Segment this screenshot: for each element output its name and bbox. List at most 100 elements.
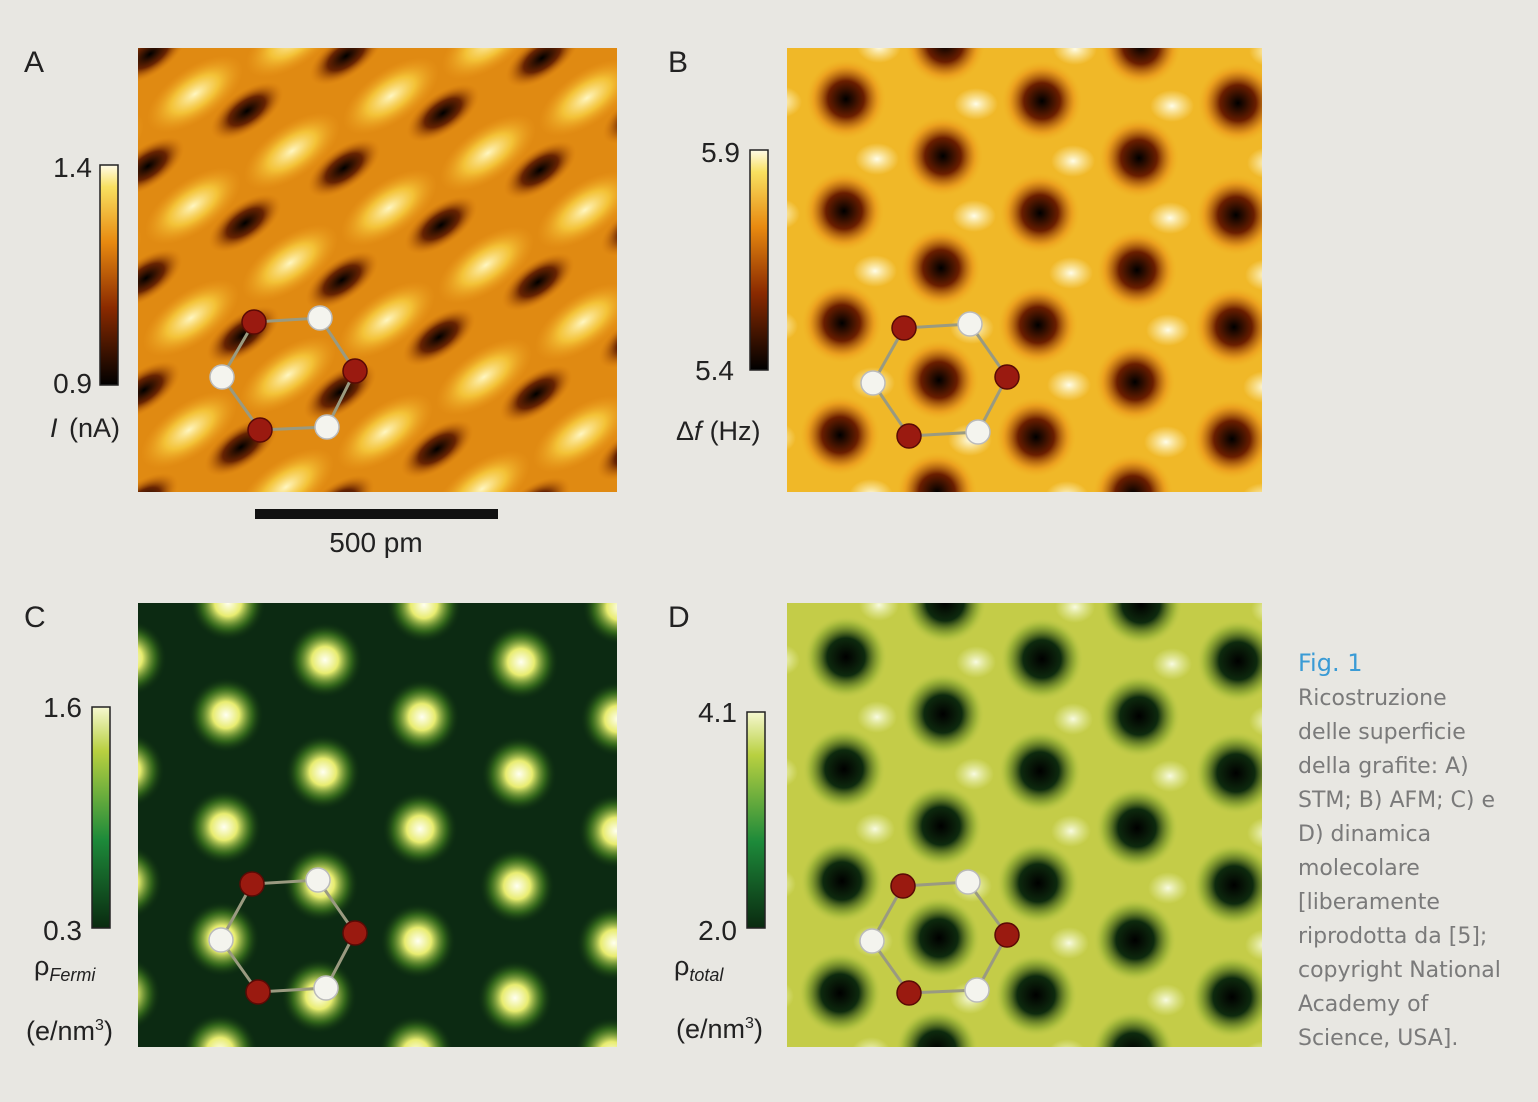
unit: (e/nm [26,1016,95,1046]
lattice-feature [705,226,785,306]
lattice-feature [585,523,677,604]
lattice-feature [243,112,341,190]
unit-close: ) [754,1014,763,1044]
lattice-feature [1251,603,1262,624]
lattice-feature [1291,344,1371,424]
lattice-feature [1245,259,1262,291]
atom [965,419,991,445]
lattice-feature [208,193,282,253]
lattice-feature [1243,371,1262,403]
unit-exponent: 3 [745,1015,754,1032]
lattice-feature [787,603,791,618]
lattice-feature [556,1090,596,1102]
lattice-feature [1046,481,1088,492]
lattice-feature [608,169,688,249]
lattice-feature [787,48,789,55]
lattice-feature [1190,511,1270,591]
colorbar [99,164,119,386]
lattice-feature [804,615,888,699]
lattice-feature [946,536,990,568]
lattice-feature [435,338,533,416]
lattice-feature [1047,369,1091,401]
lattice-feature [475,1072,551,1102]
lattice-feature [144,167,242,245]
colorbar-min: 0.9 [53,368,92,399]
lattice-feature [342,57,440,135]
lattice-feature [384,679,460,755]
fermi-density-image [138,603,617,1102]
lattice-feature [1146,984,1186,1016]
caption-line: Academy of [1298,992,1430,1017]
lattice-feature [897,896,981,980]
caption-line: della grafite: A) [1298,754,1469,779]
colorbar-label: ρtotal [674,951,724,985]
lattice-feature [903,116,983,196]
lattice-feature [701,450,781,530]
lattice-feature [386,603,462,643]
lattice-feature [138,360,181,420]
total-density-image [556,503,1272,1102]
lattice-feature [760,0,804,6]
lattice-feature [245,48,343,78]
lattice-feature [796,1063,880,1102]
atom [994,922,1020,948]
lattice-feature [752,1092,792,1102]
lattice-feature [400,419,474,479]
atom [245,979,271,1005]
lattice-feature [1247,147,1262,179]
lattice-feature [279,1070,355,1102]
lattice-feature [1188,1067,1272,1102]
quantity: I [50,413,58,443]
lattice-feature [193,519,285,600]
lattice-feature [1097,230,1177,310]
lattice-feature [437,226,535,304]
lattice-feature [1055,603,1095,623]
lattice-feature [855,813,895,845]
lattice-feature [787,983,794,1009]
lattice-feature [787,425,796,451]
lattice-feature [518,493,640,600]
lattice-feature [1049,927,1089,959]
lattice-feature [1099,118,1179,198]
lattice-feature [806,503,890,587]
panel-letter: A [24,46,44,79]
lattice-feature [956,0,1000,8]
lattice-feature [186,789,262,865]
lattice-feature [998,729,1082,813]
caption-line: [liberamente [1298,890,1440,915]
lattice-feature [806,59,886,139]
lattice-feature [899,340,979,420]
lattice-feature [580,681,617,757]
lattice-feature [1093,898,1177,982]
lattice-feature [138,733,165,807]
lattice-feature [857,701,897,733]
unit-label: (e/nm3) [26,1016,113,1046]
lattice-feature [528,0,650,39]
unit-close: ) [104,1016,113,1046]
lattice-feature [1249,706,1262,736]
unit: (Hz) [710,416,761,446]
lattice-feature [501,252,575,312]
lattice-feature [600,1061,684,1102]
lattice-feature [1150,90,1194,122]
lattice-feature [441,48,539,80]
lattice-feature [853,255,897,287]
caption-line: molecolare [1298,856,1420,881]
hexagon-overlays [208,305,1020,1006]
lattice-feature [1243,483,1262,492]
lattice-feature [1192,399,1262,479]
lattice-feature [0,263,56,370]
lattice-feature [5,69,97,150]
subscript: total [689,965,724,985]
lattice-feature [582,603,617,645]
lattice-feature [140,391,238,469]
lattice-feature [285,734,361,810]
atom [209,364,235,390]
lattice-feature [1000,617,1084,701]
lattice-feature [210,81,284,141]
caption-line: Ricostruzione [1298,686,1447,711]
lattice-feature [138,446,139,492]
lattice-feature [576,905,617,981]
lattice-feature [992,1065,1076,1102]
